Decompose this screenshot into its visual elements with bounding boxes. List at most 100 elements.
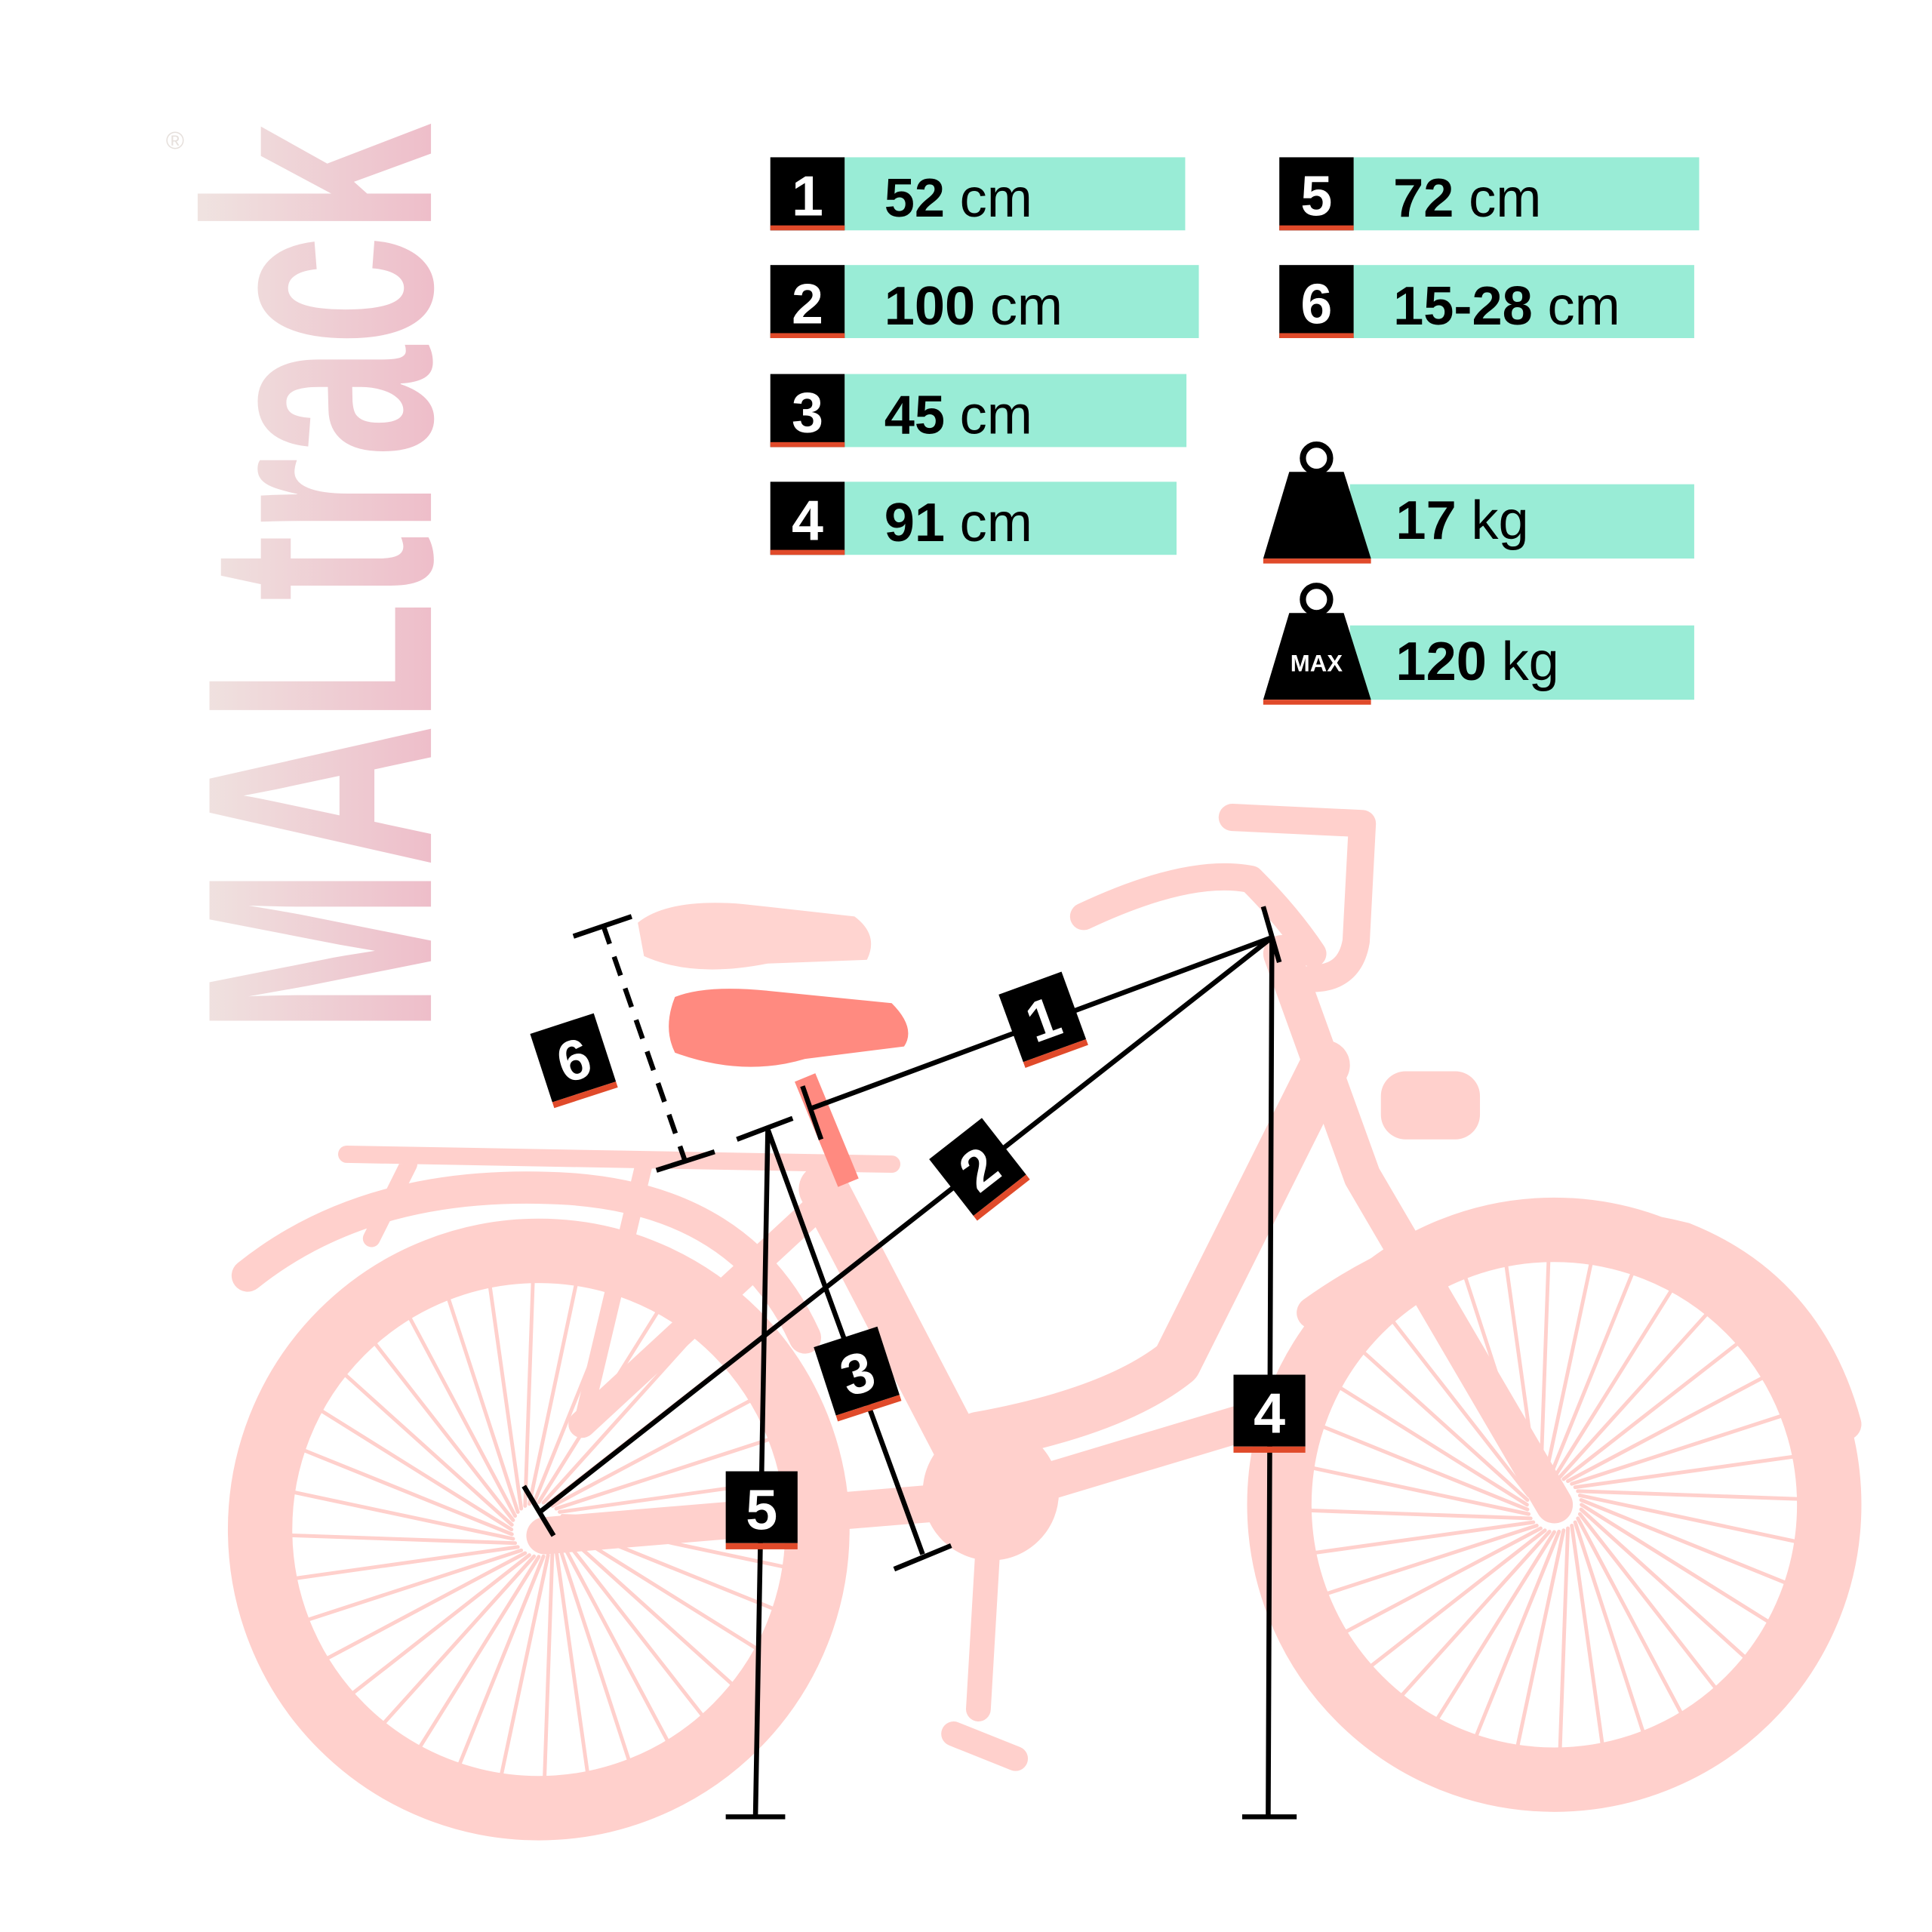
spoke — [408, 1315, 518, 1518]
spoke — [523, 1280, 535, 1508]
spoke — [1577, 1494, 1798, 1543]
spec-bg — [1353, 157, 1700, 231]
bike-silhouette — [227, 804, 1862, 1841]
weight-list: 17 kg MAX 120 kg — [1263, 441, 1694, 705]
saddle-lowered — [638, 903, 872, 970]
badge-1: 1 — [998, 971, 1088, 1068]
spec-number: 4 — [792, 488, 823, 552]
spoke — [1343, 1526, 1543, 1634]
badge-underline — [770, 225, 845, 231]
spec-list: 1 52 cm 2 100 cm 3 45 cm 4 91 cm 5 72 cm 6 15-28 cm — [770, 157, 1700, 555]
spec-bg — [844, 265, 1199, 338]
spec-number-badge — [1279, 265, 1354, 338]
spoke — [1308, 1509, 1533, 1521]
saddle-highlight — [669, 989, 909, 1067]
weight-icon — [1263, 441, 1371, 564]
spoke — [1324, 1524, 1539, 1596]
spoke — [1580, 1503, 1770, 1624]
spoke — [289, 1533, 518, 1546]
badge-2: 2 — [929, 1118, 1030, 1221]
spoke — [554, 1437, 771, 1511]
fork — [1263, 934, 1574, 1524]
spec-row-1: 1 52 cm — [770, 157, 1186, 231]
svg-text:5: 5 — [746, 1478, 777, 1542]
badge-6: 6 — [530, 1013, 618, 1109]
spoke — [1361, 1350, 1530, 1503]
spec-number-badge — [770, 374, 845, 448]
spoke — [1570, 1414, 1784, 1486]
spoke — [541, 1334, 696, 1505]
spec-number-badge — [770, 265, 845, 338]
weight-row-bike: 17 kg — [1263, 441, 1694, 564]
spec-bg — [1353, 265, 1694, 338]
spec-value: 100 cm — [884, 276, 1063, 337]
handlebar — [1069, 804, 1377, 992]
headlight — [1380, 1071, 1481, 1140]
spoke — [457, 1554, 546, 1767]
spoke — [1538, 1259, 1551, 1484]
spec-row-5: 5 72 cm — [1279, 157, 1700, 231]
spoke — [1552, 1288, 1673, 1480]
brand-logo: MALtrack ® — [140, 122, 500, 1034]
spoke — [418, 1555, 541, 1749]
spec-bg — [844, 157, 1186, 231]
spoke — [1547, 1272, 1635, 1480]
spoke — [1515, 1528, 1566, 1748]
spoke — [325, 1551, 528, 1660]
spoke — [550, 1398, 752, 1508]
svg-text:4: 4 — [1254, 1382, 1285, 1445]
spoke — [1474, 1529, 1561, 1738]
max-weight-icon: MAX — [1263, 583, 1371, 705]
badge-4: 4 — [1233, 1374, 1306, 1453]
spec-value: 45 cm — [884, 385, 1032, 445]
badge-5: 5 — [725, 1471, 798, 1549]
weight-row-max: MAX 120 kg — [1263, 583, 1694, 705]
spoke — [1579, 1507, 1747, 1660]
spec-number: 6 — [1300, 272, 1332, 335]
spoke — [558, 1545, 631, 1762]
spoke — [1557, 1312, 1709, 1480]
spoke — [1566, 1376, 1765, 1484]
spoke — [446, 1297, 520, 1514]
spec-number-badge — [770, 157, 845, 231]
spoke — [1576, 1489, 1801, 1501]
spoke — [1558, 1526, 1570, 1751]
spec-number: 2 — [792, 272, 823, 335]
spoke — [1435, 1530, 1556, 1721]
spec-number-badge — [770, 481, 845, 555]
spoke — [306, 1548, 524, 1622]
max-weight-value: 120 kg — [1395, 632, 1558, 692]
weight-value: 17 kg — [1395, 491, 1528, 551]
spoke — [1321, 1425, 1530, 1512]
spec-value: 91 cm — [884, 493, 1032, 553]
spec-row-2: 2 100 cm — [770, 265, 1199, 338]
spec-bg — [844, 374, 1187, 448]
spoke — [1573, 1454, 1795, 1490]
spoke — [554, 1548, 589, 1774]
spoke — [351, 1553, 531, 1695]
spoke — [1311, 1466, 1531, 1516]
badge-underline — [770, 333, 845, 338]
badge-underline — [770, 549, 845, 555]
spoke — [563, 1532, 734, 1687]
spoke — [1576, 1516, 1684, 1715]
badge-3: 3 — [814, 1326, 902, 1422]
spoke — [302, 1448, 514, 1537]
spoke — [373, 1341, 515, 1522]
spec-row-4: 4 91 cm — [770, 481, 1177, 555]
spoke — [319, 1408, 514, 1532]
down-tube — [953, 1040, 1350, 1462]
spoke — [1369, 1528, 1547, 1668]
spec-value: 52 cm — [884, 168, 1032, 229]
spec-bg — [844, 481, 1177, 555]
spec-number: 3 — [792, 381, 823, 445]
spoke — [562, 1537, 705, 1718]
measurement-lines — [521, 906, 1297, 1820]
measure-6-ticks — [572, 914, 715, 1173]
spoke — [1391, 1319, 1531, 1497]
spoke — [1577, 1512, 1718, 1690]
measure-6 — [601, 924, 688, 1161]
crank-pedal — [941, 1486, 1029, 1771]
registered-mark: ® — [166, 126, 184, 154]
